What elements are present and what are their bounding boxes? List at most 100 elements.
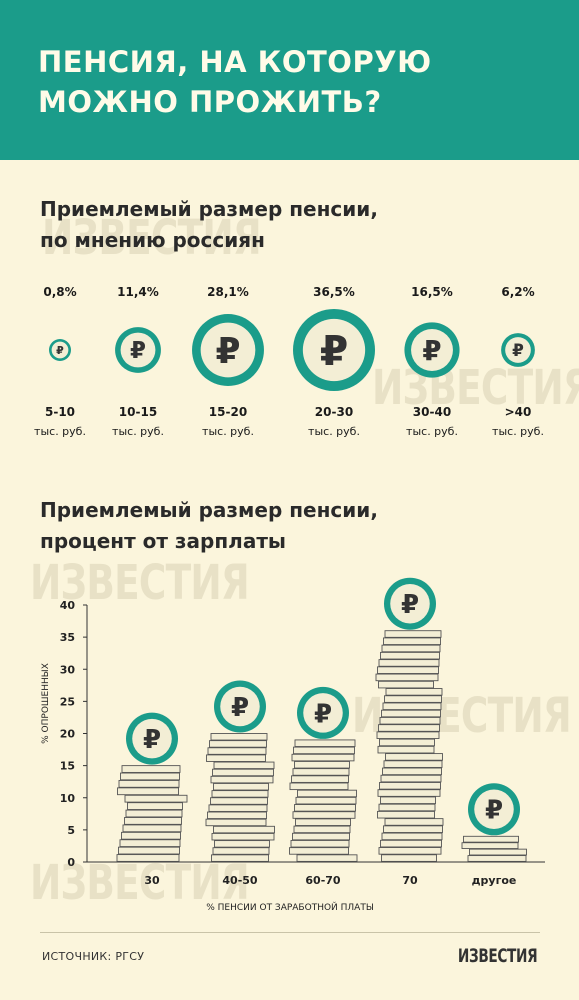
bar-top-coin: ₽ (126, 712, 178, 765)
bar-coin (380, 774, 442, 783)
bar-coin (296, 854, 358, 862)
bar-coin (380, 796, 436, 805)
bar-coin-stack (116, 765, 188, 862)
bar-coin (381, 644, 441, 653)
source-note: ИСТОЧНИК: РГСУ (42, 950, 145, 963)
bar-coin (206, 754, 266, 762)
bar-coin (207, 811, 267, 820)
ruble-icon: ₽ (56, 344, 64, 357)
ruble-icon: ₽ (320, 327, 349, 375)
bubble-category-label: >40 (504, 405, 532, 419)
bar-coin (291, 775, 349, 783)
bar-coin (211, 854, 269, 862)
section2-title-line2: процент от зарплаты (40, 529, 287, 553)
bubble-coin-face (51, 341, 69, 359)
bubble-value-label: 0,8% (43, 285, 77, 299)
bubble-value-label: 36,5% (313, 285, 355, 299)
bar-coin (209, 740, 267, 748)
bubble-coin: ₽ (501, 333, 535, 367)
watermark: ИЗВЕСТИЯ (372, 360, 579, 416)
bar-coin (378, 803, 436, 812)
section2-title-line1: Приемлемый размер пенсии, (40, 498, 378, 522)
bar-top-coin: ₽ (468, 783, 520, 836)
bubble-coin-face (505, 337, 531, 363)
bar-coin (125, 809, 183, 818)
y-tick-label: 25 (60, 695, 75, 708)
bar-coin (378, 659, 440, 667)
bar-coin (382, 702, 442, 711)
bubble-value-label: 11,4% (117, 285, 159, 299)
section1-title-line1: Приемлемый размер пенсии, (40, 197, 378, 221)
watermark: ИЗВЕСТИЯ (30, 555, 250, 611)
bar-coin (120, 772, 180, 781)
bar-coin (297, 789, 357, 798)
section1-title: Приемлемый размер пенсии, по мнению росс… (40, 194, 540, 256)
ruble-icon: ₽ (401, 590, 419, 620)
bar-coin (289, 847, 349, 855)
bar-coin (384, 695, 442, 703)
bar-coin (210, 797, 268, 805)
ruble-icon: ₽ (485, 796, 503, 826)
y-tick-label: 5 (67, 824, 75, 837)
bar-coin (461, 842, 519, 850)
bar-coin (212, 768, 274, 777)
bubble-category-label: 10-15 (118, 405, 158, 419)
header-banner: ПЕНСИЯ, НА КОТОРУЮ МОЖНО ПРОЖИТЬ? (0, 0, 579, 160)
bar-coin (208, 804, 268, 812)
bar-coin-stack (205, 733, 275, 862)
bar-coin (377, 789, 441, 797)
x-axis-title: % ПЕНСИИ ОТ ЗАРАБОТНОЙ ПЛАТЫ (206, 901, 374, 913)
bar-chart: 0 5 10 15 20 25 30 35 40 % ОПРОШЕННЫХ % ПЕНСИИ ОТ … (41, 577, 545, 913)
bar-coin (127, 802, 183, 810)
bar-coin (293, 746, 355, 755)
bar-coin (293, 825, 351, 834)
y-tick-label: 0 (67, 856, 75, 869)
bar-top-coin: ₽ (384, 577, 436, 630)
bubble-category-label: 30-40 (412, 405, 452, 419)
bar-coin (295, 818, 351, 826)
bar-coin (212, 847, 270, 855)
bar-coin (213, 825, 275, 834)
bar-coin (122, 824, 182, 833)
ruble-icon: ₽ (422, 335, 441, 367)
bar-coin (119, 839, 181, 848)
bubble-unit-label: тыс. руб. (34, 425, 86, 438)
bar-coin (382, 767, 442, 776)
x-category-label: 60-70 (305, 874, 341, 887)
bar-coin (290, 840, 350, 848)
bar-coin (292, 811, 356, 819)
bar-top-coin-face (220, 686, 260, 727)
bubble-coin-face (200, 322, 256, 378)
watermark: ИЗВЕСТИЯ (30, 855, 250, 911)
bar-coin (214, 840, 270, 848)
y-tick-label: 10 (60, 792, 76, 805)
page-title: ПЕНСИЯ, НА КОТОРУЮ МОЖНО ПРОЖИТЬ? (38, 42, 558, 122)
bar-coin (118, 846, 180, 855)
bar-coin (205, 818, 267, 827)
bar-coin (210, 733, 268, 741)
bar-coin (378, 724, 440, 732)
bar-coin (378, 680, 434, 689)
bar-coin (379, 716, 441, 725)
y-tick-label: 15 (60, 760, 75, 773)
y-tick-label: 30 (60, 663, 76, 676)
bar-coin (124, 794, 188, 803)
bar-coin (121, 765, 181, 773)
bubble-category-label: 15-20 (208, 405, 248, 419)
bar-coin (379, 738, 435, 747)
bar-coin (376, 731, 440, 739)
bar-coin (295, 796, 357, 805)
bar-coin (469, 848, 527, 856)
bubble-unit-label: тыс. руб. (492, 425, 544, 438)
brand-logo: ИЗВЕСТИЯ (457, 945, 538, 967)
bar-coin (384, 630, 442, 638)
bar-coin (207, 747, 267, 755)
bubble-category-label: 5-10 (44, 405, 76, 419)
bubble-unit-label: тыс. руб. (406, 425, 458, 438)
bar-coin (467, 855, 527, 862)
bar-top-coin-face (474, 789, 514, 830)
bubble-coin: ₽ (404, 322, 460, 378)
bar-coin (377, 810, 435, 819)
bubble-coin: ₽ (293, 309, 375, 391)
bar-coin (381, 832, 443, 841)
